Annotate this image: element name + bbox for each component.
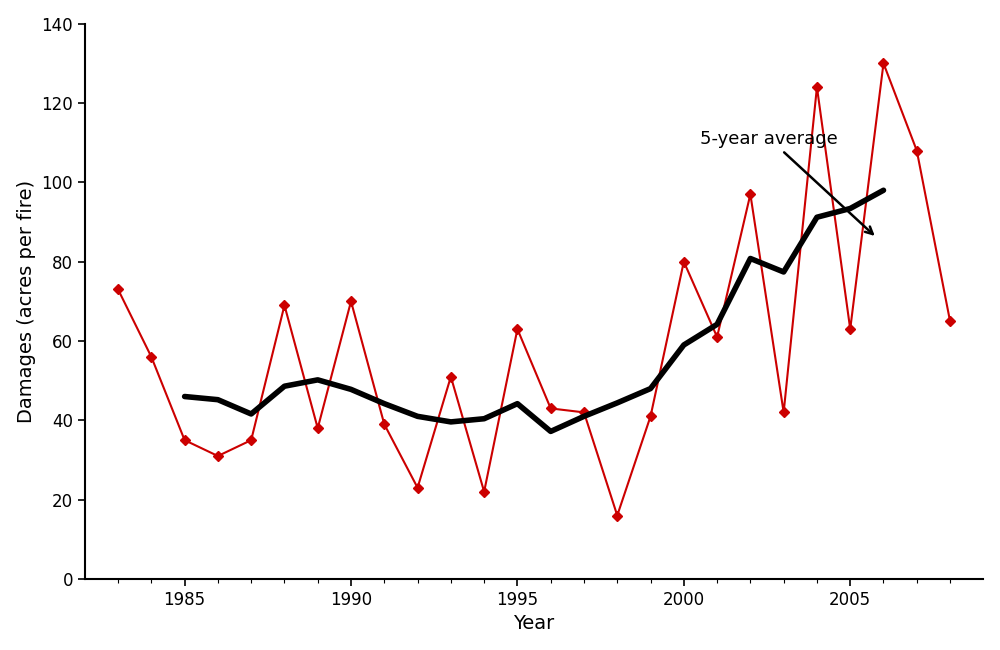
- Text: 5-year average: 5-year average: [700, 130, 873, 234]
- X-axis label: Year: Year: [513, 614, 555, 633]
- Y-axis label: Damages (acres per fire): Damages (acres per fire): [17, 180, 36, 423]
